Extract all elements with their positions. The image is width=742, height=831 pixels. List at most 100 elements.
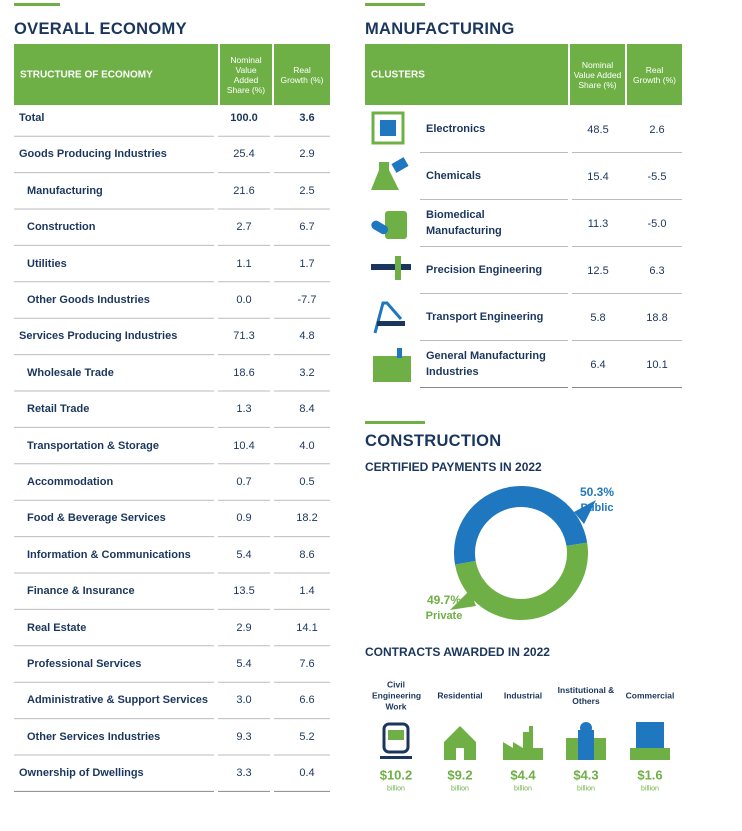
- cell-value: 8.4: [299, 403, 315, 416]
- icon: [377, 321, 405, 326]
- value-label: 50.3%: [579, 485, 615, 499]
- cell-value: 3.3: [236, 767, 252, 780]
- row-label: Total: [19, 112, 45, 124]
- cell-value: 1.3: [236, 403, 252, 416]
- cell-value: 6.7: [299, 221, 315, 234]
- icon: [371, 256, 411, 280]
- row-label: Transportation & Storage: [27, 439, 160, 452]
- section-title: OVERALL ECONOMY: [14, 20, 187, 38]
- cell-value: 100.0: [230, 112, 258, 124]
- cell-value: 71.3: [233, 330, 255, 343]
- cell-value: 11.3: [587, 218, 609, 230]
- amount-unit: billion: [641, 785, 659, 793]
- table-header: [365, 44, 568, 105]
- cell-value: 21.6: [233, 184, 255, 197]
- icon: [566, 722, 606, 760]
- cell-value: 18.8: [646, 312, 668, 324]
- cell-value: 4.8: [299, 330, 315, 343]
- row-label: Other Goods Industries: [27, 294, 150, 306]
- cell-value: 13.5: [233, 585, 255, 598]
- cell-value: 18.2: [296, 512, 318, 525]
- cell-value: 6.4: [590, 359, 606, 371]
- cell-value: 18.6: [233, 366, 255, 379]
- header-cell: Nominal Value Added Share (%): [226, 55, 266, 95]
- icon: [371, 220, 389, 235]
- row-label: Real Estate: [27, 621, 87, 634]
- header-cell: STRUCTURE OF ECONOMY: [20, 69, 153, 81]
- row-label: Chemicals: [426, 170, 482, 182]
- callout: [574, 500, 596, 524]
- row-label: Manufacturing: [27, 184, 103, 197]
- cell-value: 48.5: [587, 124, 609, 136]
- cell-value: 0.5: [299, 476, 315, 488]
- row-label: Ownership of Dwellings: [19, 767, 144, 780]
- header-cell: Real Growth (%): [280, 65, 324, 85]
- cell-value: 10.1: [646, 359, 668, 371]
- icon: [395, 256, 401, 280]
- icon: [371, 111, 405, 145]
- accent: [14, 3, 60, 6]
- item-label: Residential: [437, 690, 483, 701]
- row-label: Information & Communications: [27, 548, 191, 561]
- cell-value: 6.6: [299, 694, 315, 707]
- cell-value: 10.4: [233, 439, 255, 452]
- cell-value: 9.3: [236, 730, 252, 743]
- cell-value: 7.6: [299, 658, 315, 670]
- item-label: Commercial: [625, 690, 675, 701]
- amount: $1.6: [637, 767, 663, 783]
- table-header: [274, 44, 330, 105]
- cell-value: 1.4: [299, 585, 315, 598]
- cell-value: 0.0: [236, 294, 252, 306]
- cell-value: 15.4: [587, 171, 609, 183]
- cell-value: 1.7: [299, 257, 315, 270]
- header-cell: CLUSTERS: [371, 69, 425, 81]
- icon: [371, 162, 399, 190]
- icon: [380, 120, 396, 136]
- icon: [630, 722, 670, 760]
- accent: [365, 421, 425, 424]
- row-label: Transport Engineering: [426, 311, 544, 323]
- amount: $9.2: [447, 767, 473, 783]
- row-label: Biomedical Manufacturing: [426, 209, 502, 237]
- amount-unit: billion: [514, 785, 532, 793]
- icon: [371, 111, 405, 145]
- value-label: 49.7%: [426, 593, 462, 607]
- amount-unit: billion: [451, 785, 469, 793]
- cell-value: 3.0: [236, 694, 252, 707]
- icon: [503, 726, 543, 760]
- row-label: Precision Engineering: [426, 264, 543, 276]
- item-label: Civil Engineering Work: [372, 679, 422, 712]
- cell-value: -7.7: [297, 294, 317, 306]
- icon: [391, 157, 409, 173]
- icon: [444, 726, 476, 760]
- icon: [380, 722, 412, 759]
- cell-value: 3.2: [299, 366, 315, 379]
- icon: [371, 264, 411, 270]
- row-label: Electronics: [426, 123, 486, 135]
- item-label: Industrial: [503, 690, 543, 701]
- row-label: Other Services Industries: [27, 730, 161, 743]
- icon: [373, 301, 403, 334]
- cell-value: 6.3: [649, 265, 665, 277]
- icon: [397, 348, 402, 358]
- cell-value: 5.4: [236, 548, 252, 561]
- header-cell: Real Growth (%): [633, 65, 676, 85]
- icon: [388, 730, 404, 740]
- amount: $4.3: [573, 767, 599, 783]
- callout: [450, 590, 476, 610]
- cell-value: 12.5: [587, 265, 609, 277]
- chart-title: CERTIFIED PAYMENTS IN 2022: [365, 460, 542, 474]
- row-label: Accommodation: [27, 476, 114, 488]
- icon: [444, 726, 476, 760]
- cell-value: -5.0: [647, 218, 667, 230]
- icon: [380, 756, 412, 759]
- amount-unit: billion: [387, 785, 405, 793]
- row-label: Retail Trade: [27, 403, 90, 416]
- row-label: Finance & Insurance: [27, 585, 135, 598]
- cell-value: 5.4: [236, 658, 252, 670]
- cell-value: 8.6: [299, 548, 315, 561]
- donut-segment: [455, 542, 588, 620]
- row-label: Services Producing Industries: [19, 330, 178, 343]
- cell-value: 2.9: [236, 621, 252, 634]
